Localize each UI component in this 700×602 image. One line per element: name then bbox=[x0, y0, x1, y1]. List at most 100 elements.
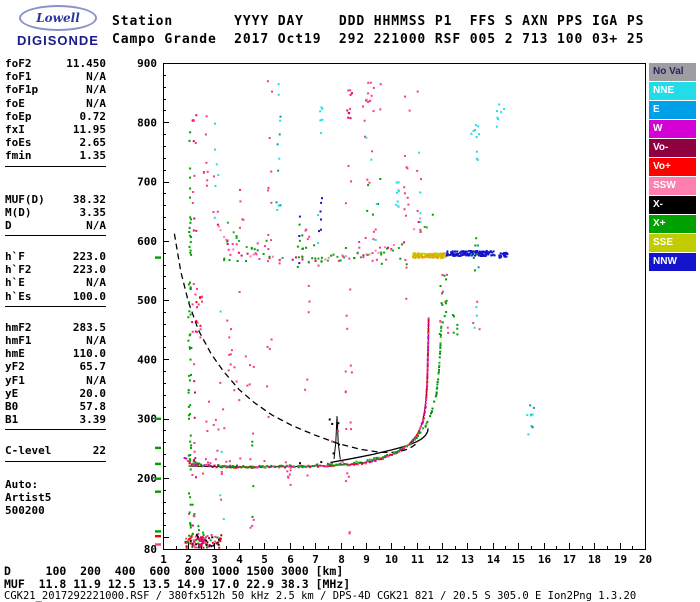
param-row-fof1p: foF1p N/A bbox=[5, 83, 106, 96]
svg-text:12: 12 bbox=[436, 553, 449, 566]
header-field-names: Station YYYY DAY DDD HHMMSS P1 FFS S AXN… bbox=[112, 14, 645, 29]
model-trace-curve bbox=[188, 317, 430, 468]
svg-text:10: 10 bbox=[385, 553, 398, 566]
svg-text:18: 18 bbox=[588, 553, 601, 566]
param-label: yF1 bbox=[5, 373, 25, 387]
param-row-artist5: Artist5 bbox=[5, 491, 106, 504]
svg-text:1: 1 bbox=[160, 553, 167, 566]
param-value: 11.450 bbox=[66, 57, 106, 70]
svg-text:3: 3 bbox=[211, 553, 218, 566]
param-label: yF2 bbox=[5, 360, 25, 374]
param-row-mufd: MUF(D) 38.32 bbox=[5, 193, 106, 206]
svg-text:2: 2 bbox=[185, 553, 192, 566]
svg-text:19: 19 bbox=[614, 553, 627, 566]
param-row-hmf2: hmF2 283.5 bbox=[5, 321, 106, 334]
param-value: 38.32 bbox=[72, 192, 106, 206]
param-label: Auto: bbox=[5, 477, 39, 491]
param-row-fmin: fmin 1.35 bbox=[5, 149, 106, 162]
param-row-b0: B0 57.8 bbox=[5, 400, 106, 413]
param-label: hmE bbox=[5, 347, 25, 361]
param-value: N/A bbox=[86, 70, 106, 84]
scaled-parameters-panel: foF2 11.450 foF1 N/A foF1p N/A foE N/A foEp 0.72 f… bbox=[5, 57, 106, 517]
param-label: foF1 bbox=[5, 70, 32, 84]
param-value: 20.0 bbox=[79, 386, 107, 400]
svg-text:13: 13 bbox=[461, 553, 474, 566]
legend-item-noval: No Val bbox=[649, 63, 696, 81]
param-value: 0.72 bbox=[79, 109, 107, 123]
legend-item-nne: NNE bbox=[649, 82, 696, 100]
param-label: h`Es bbox=[5, 289, 32, 303]
param-value: N/A bbox=[86, 96, 106, 110]
svg-text:80: 80 bbox=[144, 543, 157, 556]
param-row-500200: 500200 bbox=[5, 504, 106, 517]
param-value: N/A bbox=[86, 334, 106, 347]
svg-text:16: 16 bbox=[538, 553, 552, 566]
muf-transmission-curve-dashed bbox=[173, 233, 418, 454]
param-row-hf2: h`F2 223.0 bbox=[5, 263, 106, 276]
legend-item-ssw: SSW bbox=[649, 177, 696, 195]
param-row-clevel: C-level 22 bbox=[5, 444, 106, 457]
svg-text:5: 5 bbox=[261, 553, 268, 566]
legend-item-vo+: Vo+ bbox=[649, 158, 696, 176]
legend-item-x+: X+ bbox=[649, 215, 696, 233]
param-separator bbox=[5, 429, 106, 431]
model-curves bbox=[173, 233, 430, 468]
param-label: h`F bbox=[5, 250, 25, 264]
legend-item-w: W bbox=[649, 120, 696, 138]
param-label: foE bbox=[5, 96, 25, 110]
svg-text:14: 14 bbox=[487, 553, 501, 566]
param-value: 110.0 bbox=[72, 347, 106, 361]
param-label: 500200 bbox=[5, 503, 45, 517]
svg-text:200: 200 bbox=[137, 472, 157, 485]
param-value: 100.0 bbox=[72, 289, 106, 303]
param-label: h`F2 bbox=[5, 263, 32, 277]
param-label: MUF(D) bbox=[5, 192, 45, 206]
param-value: 3.35 bbox=[79, 205, 107, 219]
param-label: h`E bbox=[5, 276, 25, 290]
param-label: hmF1 bbox=[5, 334, 32, 347]
svg-text:900: 900 bbox=[137, 57, 157, 70]
svg-text:800: 800 bbox=[137, 116, 157, 129]
param-row-fof1: foF1 N/A bbox=[5, 70, 106, 83]
legend-item-x-: X- bbox=[649, 196, 696, 214]
param-row-hf: h`F 223.0 bbox=[5, 250, 106, 263]
svg-text:17: 17 bbox=[563, 553, 576, 566]
param-label: fmin bbox=[5, 149, 32, 163]
interference-spike bbox=[333, 416, 341, 460]
param-label: foEs bbox=[5, 136, 32, 150]
param-value: N/A bbox=[86, 83, 106, 97]
param-row-b1: B1 3.39 bbox=[5, 413, 106, 426]
param-row-yf1: yF1 N/A bbox=[5, 374, 106, 387]
svg-text:15: 15 bbox=[512, 553, 525, 566]
param-separator bbox=[5, 460, 106, 462]
measurement-info-line: CGK21_2017292221000.RSF / 380fx512h 50 k… bbox=[4, 590, 637, 602]
svg-text:11: 11 bbox=[411, 553, 425, 566]
param-label: yE bbox=[5, 386, 19, 400]
legend-item-vo-: Vo- bbox=[649, 139, 696, 157]
param-row-hes: h`Es 100.0 bbox=[5, 290, 106, 303]
param-label: foF1p bbox=[5, 83, 39, 97]
svg-text:6: 6 bbox=[287, 553, 294, 566]
svg-text:8: 8 bbox=[338, 553, 345, 566]
param-label: B1 bbox=[5, 413, 19, 427]
param-row-ye: yE 20.0 bbox=[5, 387, 106, 400]
legend-item-sse: SSE bbox=[649, 234, 696, 252]
param-label: Artist5 bbox=[5, 490, 52, 504]
param-value: N/A bbox=[86, 276, 106, 290]
param-label: B0 bbox=[5, 399, 19, 413]
param-row-hmf1: hmF1 N/A bbox=[5, 334, 106, 347]
svg-text:7: 7 bbox=[312, 553, 319, 566]
echo-dots bbox=[183, 80, 535, 549]
param-row-fof2: foF2 11.450 bbox=[5, 57, 106, 70]
lowell-digisonde-logo: Lowell DIGISONDE bbox=[8, 5, 108, 48]
param-separator bbox=[5, 235, 106, 237]
param-row-fxi: fxI 11.95 bbox=[5, 123, 106, 136]
param-label: D bbox=[5, 218, 12, 232]
svg-text:20: 20 bbox=[639, 553, 652, 566]
param-row-foes: foEs 2.65 bbox=[5, 136, 106, 149]
svg-text:4: 4 bbox=[236, 553, 243, 566]
param-label: hmF2 bbox=[5, 320, 32, 334]
header-field-values: Campo Grande 2017 Oct19 292 221000 RSF 0… bbox=[112, 32, 645, 47]
param-value: 57.8 bbox=[79, 399, 107, 413]
